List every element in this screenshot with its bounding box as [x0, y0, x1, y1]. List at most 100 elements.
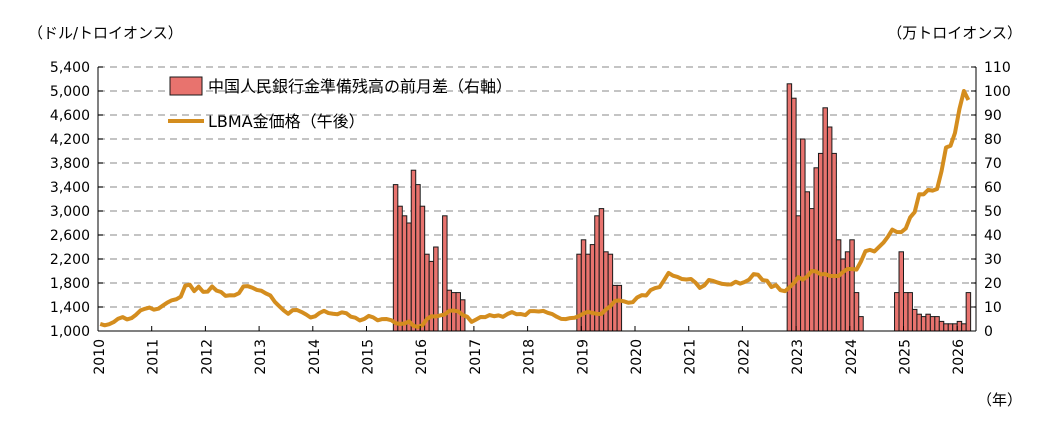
left-tick-label: 3,000: [50, 204, 90, 220]
bar: [907, 292, 913, 332]
bar: [920, 316, 927, 332]
line-series: [99, 89, 971, 329]
bar: [916, 313, 922, 332]
left-tick-label: 2,200: [50, 252, 90, 268]
legend: 中国人民銀行金準備残高の前月差（右軸） LBMA金価格（午後）: [168, 76, 512, 131]
left-axis-label: （ドル/トロイオンス）: [28, 24, 183, 42]
bar: [826, 126, 833, 332]
bar: [428, 260, 435, 332]
right-tick-label: 60: [984, 180, 1002, 196]
right-tick-label: 110: [984, 60, 1011, 76]
bar: [800, 138, 806, 332]
bar: [813, 167, 819, 332]
bar: [822, 107, 828, 332]
right-axis-label: （万トロイオンス）: [887, 24, 1022, 42]
x-tick-label: 2019: [575, 339, 591, 375]
bar: [835, 239, 842, 332]
x-tick-label: 2025: [898, 339, 914, 375]
bar: [401, 215, 408, 332]
bar: [791, 97, 797, 332]
bar: [804, 191, 811, 332]
bar: [943, 323, 949, 332]
right-tick-label: 40: [984, 228, 1002, 244]
bar: [894, 292, 900, 332]
bar: [844, 251, 851, 332]
bar: [795, 215, 802, 332]
left-tick-label: 5,400: [50, 60, 90, 76]
bar: [965, 292, 972, 332]
bar: [925, 313, 931, 332]
bar-series: [392, 83, 972, 332]
right-tick-label: 10: [984, 300, 1002, 316]
right-tick-label: 100: [984, 84, 1011, 100]
left-tick-label: 4,600: [50, 108, 90, 124]
bar: [419, 205, 426, 332]
x-tick-label: 2018: [522, 339, 538, 375]
right-tick-label: 50: [984, 204, 1002, 220]
bar: [853, 292, 860, 332]
x-tick-label: 2010: [92, 339, 108, 375]
left-tick-label: 2,600: [50, 228, 90, 244]
bar: [415, 184, 421, 332]
bar: [956, 320, 963, 332]
x-axis-label: （年）: [977, 391, 1022, 409]
bar: [612, 284, 618, 332]
bar: [858, 316, 864, 332]
bar: [938, 320, 945, 332]
x-tick-label: 2017: [468, 339, 484, 375]
x-tick-label: 2015: [361, 339, 377, 375]
bar: [580, 239, 587, 332]
x-tick-label: 2021: [683, 339, 699, 375]
x-tick-label: 2022: [736, 339, 752, 375]
left-tick-label: 3,800: [50, 156, 90, 172]
bar: [831, 152, 837, 332]
x-tick-label: 2011: [146, 339, 162, 375]
gridlines: [98, 66, 976, 308]
x-tick-label: 2014: [307, 339, 323, 375]
right-tick-label: 20: [984, 276, 1002, 292]
right-tick-label: 0: [984, 324, 993, 340]
bar: [410, 169, 417, 332]
bar: [585, 253, 591, 332]
x-tick-label: 2013: [253, 339, 269, 375]
x-tick-label: 2026: [951, 339, 967, 375]
bar: [603, 251, 609, 332]
left-tick-label: 3,400: [50, 180, 90, 196]
x-tick-label: 2020: [629, 339, 645, 375]
x-tick-label: 2012: [199, 339, 215, 375]
left-tick-label: 5,000: [50, 84, 90, 100]
legend-bar-label: 中国人民銀行金準備残高の前月差（右軸）: [208, 77, 512, 96]
left-tick-label: 1,800: [50, 276, 90, 292]
bar: [392, 184, 399, 332]
bar: [817, 152, 824, 332]
bar: [786, 83, 793, 332]
right-tick-label: 30: [984, 252, 1002, 268]
bar: [903, 292, 909, 332]
x-tick-label: 2016: [414, 339, 430, 375]
bar: [934, 316, 940, 332]
bar: [952, 323, 958, 332]
right-tick-label: 80: [984, 132, 1002, 148]
gold-price-line: [99, 89, 971, 329]
bar: [849, 239, 855, 332]
bar: [607, 253, 614, 332]
left-tick-label: 1,000: [50, 324, 90, 340]
right-tick-label: 90: [984, 108, 1002, 124]
left-tick-label: 4,200: [50, 132, 90, 148]
bar: [589, 244, 596, 332]
bar: [406, 222, 412, 332]
bar: [576, 253, 582, 332]
legend-line-label: LBMA金価格（午後）: [208, 112, 365, 131]
x-tick-label: 2023: [790, 339, 806, 375]
bar: [911, 308, 918, 332]
bar: [616, 284, 623, 332]
legend-bar-swatch: [169, 76, 203, 96]
bar: [898, 251, 905, 332]
left-tick-label: 1,400: [50, 300, 90, 316]
bar: [397, 205, 403, 332]
bar: [947, 323, 954, 332]
x-tick-label: 2024: [844, 339, 860, 375]
axes: 1,000 0 1,400 10 1,800 20 2,200 30 2,600 40 3,000 5…: [50, 60, 1011, 375]
right-tick-label: 70: [984, 156, 1002, 172]
